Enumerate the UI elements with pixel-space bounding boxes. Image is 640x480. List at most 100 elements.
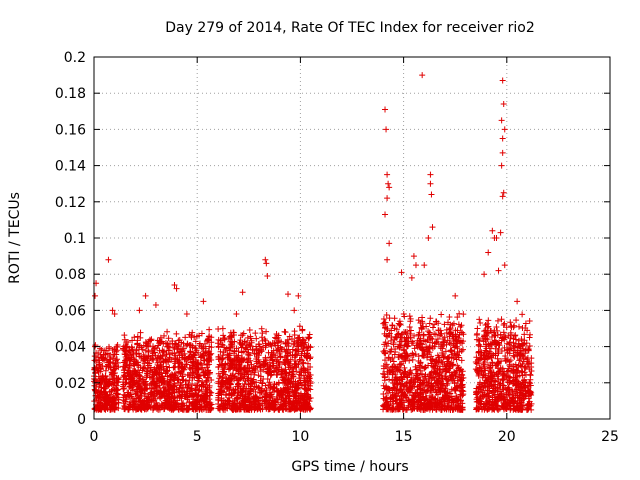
data-point (150, 405, 157, 412)
data-point (144, 393, 151, 400)
data-point (389, 389, 396, 396)
data-point (501, 393, 508, 400)
data-point (97, 365, 104, 372)
data-point (454, 377, 461, 384)
data-point (407, 369, 414, 376)
data-point (391, 336, 398, 343)
data-point (289, 404, 296, 411)
data-point (241, 393, 248, 400)
y-tick-label: 0.04 (55, 340, 86, 356)
data-point (259, 330, 266, 337)
data-point (173, 386, 180, 393)
data-point (112, 390, 119, 397)
data-point (225, 384, 232, 391)
data-point (185, 406, 192, 413)
data-point (506, 361, 513, 368)
data-point (441, 321, 448, 328)
data-point (484, 361, 491, 368)
data-point (439, 375, 446, 382)
data-point (243, 356, 250, 363)
x-tick-label: 5 (193, 429, 202, 445)
data-point (104, 356, 111, 363)
data-point (247, 377, 254, 384)
data-point (400, 371, 407, 378)
data-point (190, 351, 197, 358)
data-point (505, 365, 512, 372)
data-point (292, 352, 299, 359)
data-point (422, 371, 429, 378)
data-point (245, 404, 252, 411)
data-point (275, 360, 282, 367)
data-point (386, 315, 393, 322)
data-point (399, 397, 406, 404)
data-point (490, 406, 497, 413)
data-point (226, 363, 233, 370)
data-point (511, 332, 518, 339)
data-point (154, 354, 161, 361)
data-point (114, 375, 121, 382)
data-point (152, 368, 159, 375)
data-point (298, 350, 305, 357)
data-point (420, 384, 427, 391)
data-point (447, 390, 454, 397)
data-point (278, 393, 285, 400)
data-point (270, 384, 277, 391)
data-point (91, 353, 98, 360)
data-point (429, 324, 436, 331)
data-point (494, 405, 501, 412)
data-point (476, 405, 483, 412)
data-point (149, 368, 156, 375)
data-point (458, 357, 465, 364)
data-point (123, 396, 130, 403)
data-point (206, 326, 213, 333)
data-point (156, 347, 163, 354)
data-point (441, 385, 448, 392)
data-point (293, 383, 300, 390)
data-point (273, 347, 280, 354)
data-point (512, 349, 519, 356)
data-point (431, 343, 438, 350)
data-point (499, 149, 506, 156)
data-point (227, 344, 234, 351)
data-point (110, 360, 117, 367)
data-point (236, 339, 243, 346)
data-point (499, 135, 506, 142)
data-point (156, 394, 163, 401)
data-point (265, 349, 272, 356)
data-point (291, 307, 298, 314)
data-point (125, 367, 132, 374)
data-point (416, 364, 423, 371)
data-point (488, 333, 495, 340)
data-point (120, 378, 127, 385)
data-point (111, 400, 118, 407)
data-point (202, 349, 209, 356)
data-point (202, 390, 209, 397)
data-point (269, 386, 276, 393)
data-point (258, 379, 265, 386)
data-point (228, 376, 235, 383)
data-point (409, 356, 416, 363)
data-point (522, 346, 529, 353)
data-point (397, 321, 404, 328)
data-point (111, 380, 118, 387)
data-point (181, 364, 188, 371)
data-point (111, 386, 118, 393)
data-point (416, 390, 423, 397)
data-point (500, 335, 507, 342)
data-point (190, 370, 197, 377)
data-point (507, 344, 514, 351)
data-point (434, 335, 441, 342)
data-point (187, 359, 194, 366)
data-point (381, 319, 388, 326)
data-point (481, 406, 488, 413)
data-point (521, 331, 528, 338)
data-point (427, 404, 434, 411)
data-point (234, 377, 241, 384)
data-point (517, 401, 524, 408)
data-point (457, 382, 464, 389)
data-point (104, 400, 111, 407)
data-point (513, 317, 520, 324)
data-point (446, 313, 453, 320)
y-tick-label: 0.18 (55, 86, 86, 102)
data-point (158, 338, 165, 345)
